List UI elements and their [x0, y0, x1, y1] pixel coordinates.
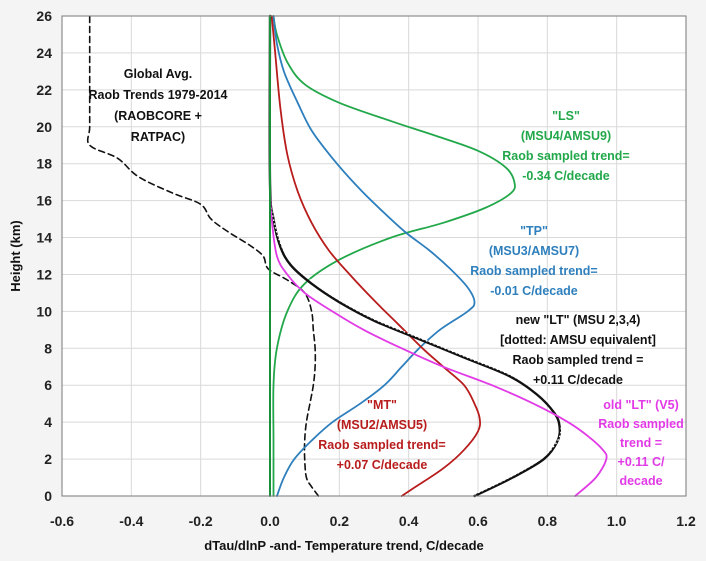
annotation-lt_new: [dotted: AMSU equivalent] — [500, 333, 656, 347]
annotation-global: RATPAC) — [131, 130, 185, 144]
annotation-tp: "TP" — [520, 224, 548, 238]
annotations: Global Avg. Raob Trends 1979-2014 (RAOBCOR… — [89, 67, 684, 488]
annotation-mt: +0.07 C/decade — [337, 458, 428, 472]
series-line-lt_old-solid — [268, 15, 608, 497]
x-tick-label: -0.4 — [119, 513, 143, 529]
y-tick-label: 8 — [44, 340, 52, 356]
annotation-global: (RAOBCORE + — [114, 109, 202, 123]
y-tick-label: 0 — [44, 488, 52, 504]
y-axis-label: Height (km) — [8, 220, 23, 292]
y-tick-label: 6 — [44, 377, 52, 393]
y-tick-label: 2 — [44, 451, 52, 467]
annotation-tp: (MSU3/AMSU7) — [489, 244, 579, 258]
y-tick-label: 12 — [36, 266, 52, 282]
series-line-tp-solid — [272, 15, 476, 497]
x-tick-label: 0.0 — [260, 513, 280, 529]
annotation-tp: Raob sampled trend= — [470, 264, 597, 278]
series-line-ls-solid — [272, 15, 516, 497]
y-tick-label: 10 — [36, 303, 52, 319]
series-group — [86, 14, 608, 498]
plot-frame — [61, 15, 687, 497]
plot-area — [62, 16, 686, 496]
annotation-lt_old: trend = — [620, 436, 662, 450]
annotation-ls: (MSU4/AMSU9) — [521, 129, 611, 143]
gridlines — [61, 15, 687, 497]
x-tick-label: -0.2 — [189, 513, 213, 529]
y-tick-label: 18 — [36, 156, 52, 172]
annotation-lt_old: +0.11 C/ — [618, 455, 665, 469]
annotation-ls: -0.34 C/decade — [522, 169, 610, 183]
x-tick-label: 1.2 — [676, 513, 696, 529]
annotation-global: Raob Trends 1979-2014 — [89, 88, 228, 102]
annotation-global: Global Avg. — [124, 67, 193, 81]
y-tick-label: 22 — [36, 82, 52, 98]
annotation-ls: Raob sampled trend= — [502, 149, 629, 163]
x-tick-label: 1.0 — [607, 513, 627, 529]
y-tick-label: 16 — [36, 193, 52, 209]
y-tick-label: 4 — [44, 414, 52, 430]
y-tick-label: 20 — [36, 119, 52, 135]
x-tick-label: 0.8 — [538, 513, 558, 529]
annotation-lt_old: old "LT" (V5) — [603, 398, 679, 412]
x-axis-label: dTau/dlnP -and- Temperature trend, C/dec… — [204, 538, 484, 553]
x-tick-label: 0.6 — [468, 513, 488, 529]
series-line-trend-dashed — [86, 15, 320, 497]
annotation-lt_new: Raob sampled trend = — [513, 353, 644, 367]
annotation-mt: "MT" — [367, 398, 397, 412]
tick-labels: -0.6 -0.4 -0.2 0.0 0.2 0.4 0.6 0.8 1.0 1.20246810… — [36, 8, 696, 529]
y-tick-label: 14 — [36, 230, 52, 246]
annotation-mt: (MSU2/AMSU5) — [337, 418, 427, 432]
annotation-ls: "LS" — [552, 109, 580, 123]
annotation-lt_new: +0.11 C/decade — [533, 373, 623, 387]
series-line-lt_new-dotted — [269, 15, 562, 497]
y-tick-label: 24 — [36, 45, 52, 61]
x-tick-label: 0.4 — [399, 513, 419, 529]
annotation-lt_new: new "LT" (MSU 2,3,4) — [516, 313, 641, 327]
annotation-lt_old: Raob sampled — [598, 417, 683, 431]
annotation-tp: -0.01 C/decade — [490, 284, 578, 298]
x-tick-label: 0.2 — [330, 513, 350, 529]
y-tick-label: 26 — [36, 8, 52, 24]
annotation-mt: Raob sampled trend= — [318, 438, 445, 452]
annotation-lt_old: decade — [619, 474, 662, 488]
x-tick-label: -0.6 — [50, 513, 74, 529]
